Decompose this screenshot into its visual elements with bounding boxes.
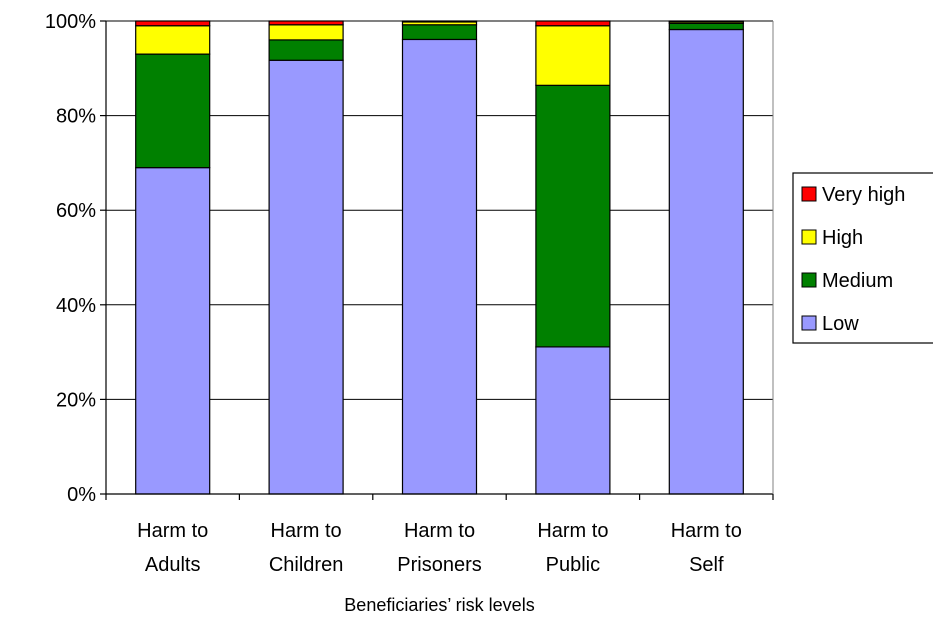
x-category-label: Harm to Adults: [137, 520, 208, 576]
bar-segment-low: [135, 167, 211, 495]
bar-segment-low: [535, 346, 611, 495]
legend: Very high High Medium Low: [792, 172, 933, 344]
legend-label-very-high: Very high: [822, 184, 905, 206]
x-category-label-line: Public: [546, 554, 600, 576]
x-category-label: Harm to Prisoners: [397, 520, 481, 576]
x-category-label: Harm to Public: [537, 520, 608, 576]
x-category-label: Harm to Children: [269, 520, 343, 576]
y-tick-label: 100%: [45, 11, 96, 33]
legend-label-high: High: [822, 227, 863, 249]
axes: [105, 21, 774, 495]
bar-segment-high: [268, 24, 344, 41]
bar-segment-medium: [535, 84, 611, 348]
x-category-labels: Harm to Adults Harm to Children Harm to Priso…: [105, 494, 774, 576]
legend-swatch-very-high: [801, 186, 817, 202]
x-category-label-line: Harm to: [404, 520, 475, 542]
x-category-label-line: Prisoners: [397, 554, 481, 576]
x-axis-title: Beneficiaries’ risk levels: [344, 595, 534, 615]
legend-swatch-high: [801, 229, 817, 245]
bar-segment-high: [535, 25, 611, 86]
bar-segment-medium: [135, 53, 211, 169]
x-category-label-line: Harm to: [137, 520, 208, 542]
x-category-label-line: Harm to: [537, 520, 608, 542]
x-category-label-line: Harm to: [271, 520, 342, 542]
x-category-label-line: Harm to: [671, 520, 742, 542]
bar-segment-very-high: [268, 20, 344, 26]
bar-segment-medium: [401, 24, 478, 41]
legend-swatch-low: [801, 315, 817, 331]
bar-segment-very-high: [401, 20, 478, 23]
y-tick-label: 80%: [56, 106, 96, 128]
x-category-label: Harm to Self: [671, 520, 742, 576]
bar-segment-low: [401, 38, 478, 495]
y-tick-label: 60%: [56, 200, 96, 222]
bar-segment-very-high: [135, 20, 211, 27]
y-tick-label: 20%: [56, 389, 96, 411]
y-tick-labels: 0% 20% 40% 60% 80% 100%: [45, 11, 106, 506]
bar-segment-low: [268, 59, 344, 495]
bar-segment-medium: [268, 39, 344, 61]
bars: [135, 20, 744, 495]
y-tick-label: 0%: [67, 484, 96, 506]
y-tick-label: 40%: [56, 295, 96, 317]
bar-segment-low: [668, 28, 744, 495]
bar-segment-high: [135, 25, 211, 55]
legend-label-low: Low: [822, 313, 859, 335]
x-category-label-line: Adults: [145, 554, 201, 576]
x-category-label-line: Children: [269, 554, 343, 576]
bar-segment-very-high: [668, 20, 744, 23]
bar-segment-very-high: [535, 20, 611, 27]
legend-swatch-medium: [801, 272, 817, 288]
legend-label-medium: Medium: [822, 270, 893, 292]
x-category-label-line: Self: [689, 554, 724, 576]
bar-segment-medium: [668, 22, 744, 31]
